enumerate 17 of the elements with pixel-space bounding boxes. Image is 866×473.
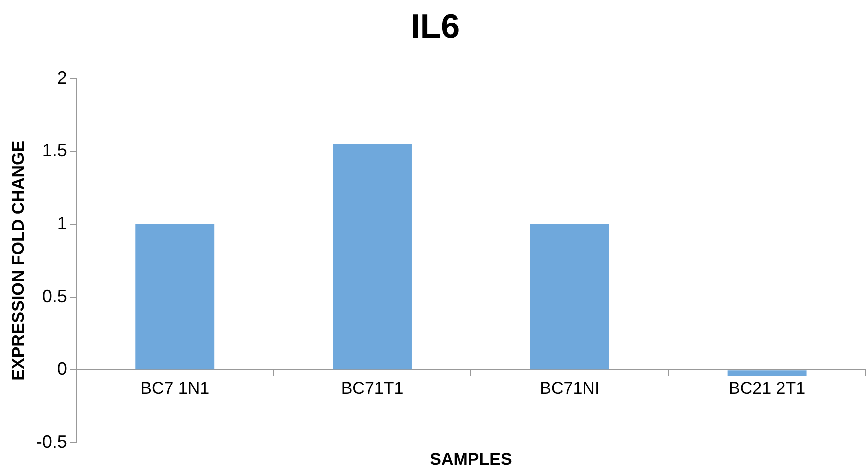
bar bbox=[333, 144, 412, 370]
x-tick-label: BC21 2T1 bbox=[729, 379, 806, 398]
x-tick-label: BC71T1 bbox=[341, 379, 404, 398]
x-axis-title: SAMPLES bbox=[430, 450, 512, 470]
y-axis-title: EXPRESSION FOLD CHANGE bbox=[8, 140, 28, 381]
bar bbox=[728, 370, 807, 376]
y-tick-label: -0.5 bbox=[36, 432, 68, 452]
chart-title: IL6 bbox=[410, 8, 460, 46]
y-tick-label: 0.5 bbox=[42, 286, 68, 306]
y-tick-label: 0 bbox=[57, 359, 68, 380]
bar bbox=[530, 224, 610, 370]
bar bbox=[136, 224, 215, 370]
y-tick-label: 1.5 bbox=[42, 140, 68, 161]
y-tick-label: 2 bbox=[57, 68, 68, 88]
y-tick-label: 1 bbox=[57, 213, 68, 234]
x-tick-label: BC71NI bbox=[540, 379, 600, 398]
x-tick-label: BC7 1N1 bbox=[140, 379, 210, 398]
